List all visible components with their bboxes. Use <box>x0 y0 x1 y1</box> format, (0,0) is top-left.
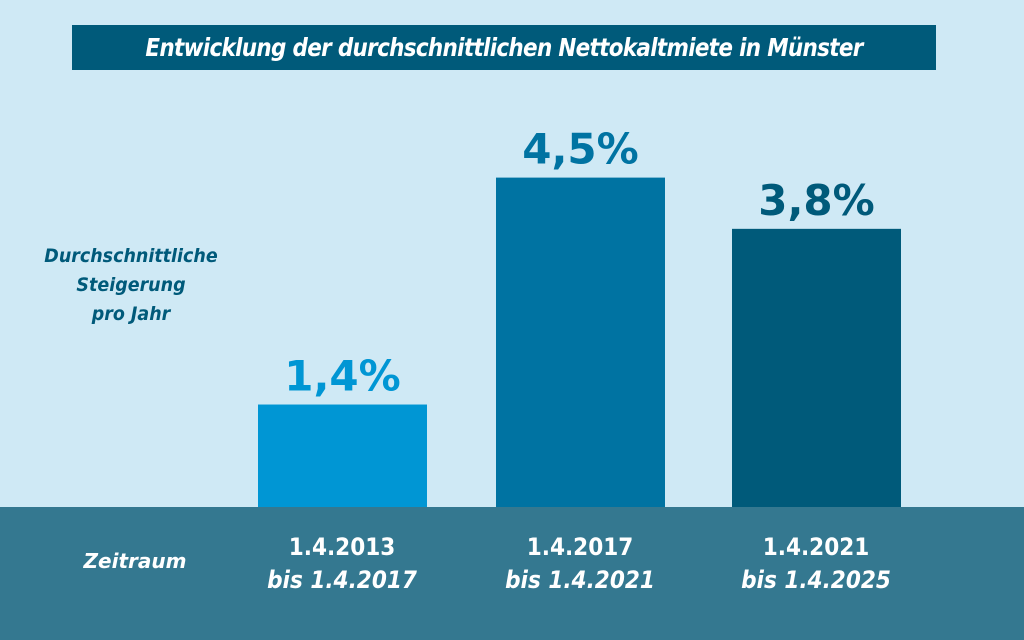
category-label: 1.4.2013 bis 1.4.2017 <box>232 531 452 597</box>
bar <box>496 177 665 507</box>
bar-value-label: 4,5% <box>522 125 638 174</box>
bar-value-label: 1,4% <box>284 352 400 401</box>
y-axis-label-line: pro Jahr <box>91 303 171 325</box>
bar <box>732 228 901 507</box>
y-axis-label-line: Steigerung <box>76 274 186 296</box>
category-label-to: bis 1.4.2017 <box>267 566 417 594</box>
category-label: 1.4.2021 bis 1.4.2025 <box>706 531 926 597</box>
y-axis-label: Durchschnittliche Steigerung pro Jahr <box>10 242 252 329</box>
x-axis-label: Zeitraum <box>83 549 187 573</box>
category-label: 1.4.2017 bis 1.4.2021 <box>470 531 690 597</box>
bar <box>258 404 427 507</box>
category-label-from: 1.4.2021 <box>762 533 870 561</box>
chart-title-box: Entwicklung der durchschnittlichen Netto… <box>72 25 936 70</box>
category-label-to: bis 1.4.2025 <box>741 566 891 594</box>
y-axis-label-line: Durchschnittliche <box>44 245 218 267</box>
x-axis-band <box>0 507 1024 640</box>
category-label-from: 1.4.2017 <box>526 533 634 561</box>
chart-title: Entwicklung der durchschnittlichen Netto… <box>145 33 863 62</box>
category-label-from: 1.4.2013 <box>288 533 396 561</box>
category-label-to: bis 1.4.2021 <box>505 566 655 594</box>
bar-value-label: 3,8% <box>758 176 874 225</box>
